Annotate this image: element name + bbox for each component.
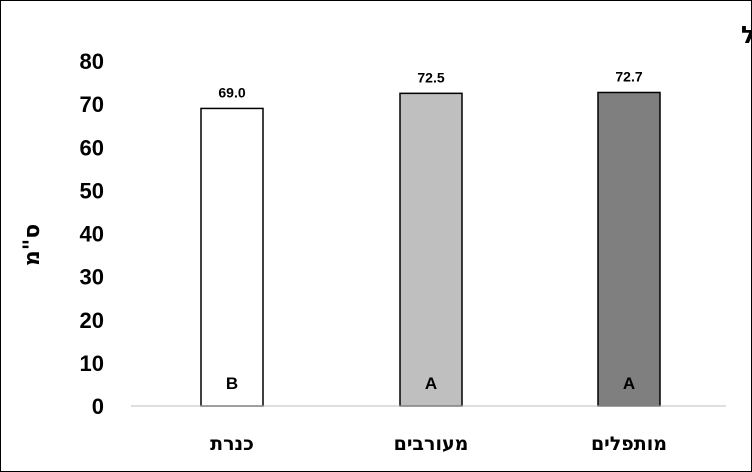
significance-letter: A	[623, 374, 635, 393]
y-axis-ticks: 0 10 20 30 40 50 60 70 80	[80, 49, 104, 419]
category-label: כנרת	[210, 433, 254, 455]
y-tick-label: 0	[92, 394, 104, 419]
bar	[597, 91, 661, 407]
significance-letter: A	[425, 374, 437, 393]
category-label: מותפלים	[591, 433, 667, 455]
y-tick-label: 60	[80, 135, 104, 160]
bar	[399, 92, 463, 407]
y-tick-label: 70	[80, 92, 104, 117]
bar-value-label: 72.7	[615, 68, 642, 84]
y-tick-label: 20	[80, 308, 104, 333]
significance-letter: B	[226, 374, 238, 393]
bar-value-label: 72.5	[417, 69, 444, 85]
bars-group: 69.0 B 72.5 A 72.7 A	[200, 68, 661, 407]
bar-value-label: 69.0	[218, 84, 245, 100]
y-tick-label: 40	[80, 222, 104, 247]
bar	[200, 107, 264, 407]
y-axis-label: ס"מ	[20, 224, 45, 266]
y-tick-label: 80	[80, 49, 104, 74]
chart-title: היקף גזעול	[741, 21, 751, 49]
category-label: מעורבים	[394, 433, 469, 455]
y-tick-label: 50	[80, 178, 104, 203]
x-axis-labels: כנרת מעורבים מותפלים	[210, 433, 667, 455]
y-tick-label: 30	[80, 265, 104, 290]
y-tick-label: 10	[80, 351, 104, 376]
